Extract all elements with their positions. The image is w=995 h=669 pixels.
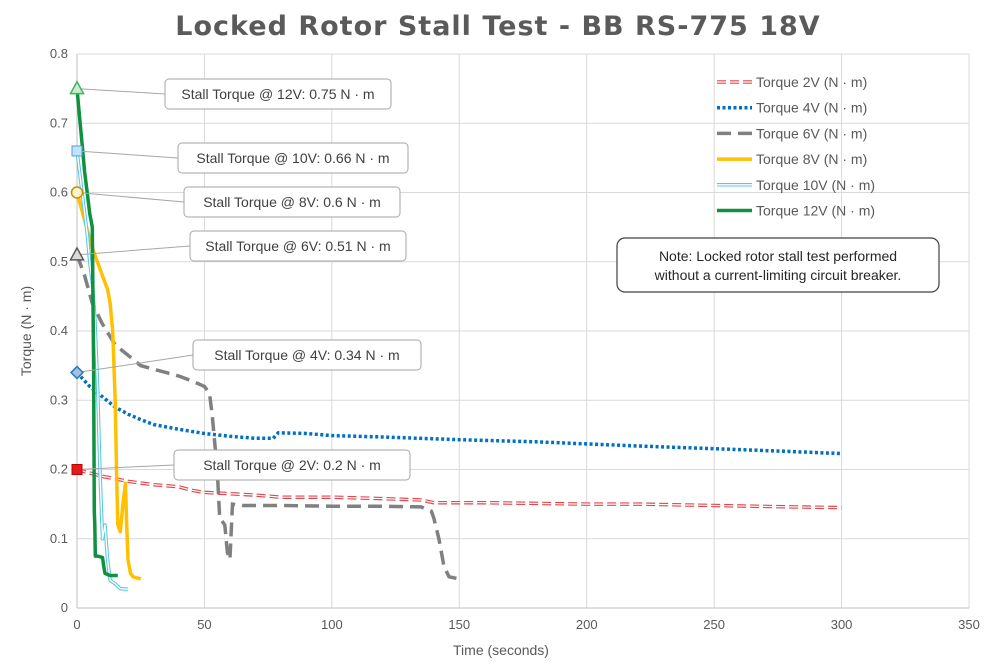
legend-item-10v: Torque 10V (N · m) bbox=[717, 177, 875, 193]
series-line-10v-inner bbox=[76, 150, 129, 590]
x-tick-label: 100 bbox=[321, 617, 343, 632]
series-12v bbox=[75, 88, 118, 578]
marker-12v bbox=[69, 80, 85, 95]
legend-label-12v: Torque 12V (N · m) bbox=[756, 203, 875, 219]
callout-label-12v: Stall Torque @ 12V: 0.75 N · m bbox=[181, 86, 374, 102]
callouts: Stall Torque @ 2V: 0.2 N · m Stall Torque… bbox=[164, 78, 422, 481]
x-tick-label: 250 bbox=[703, 617, 725, 632]
legend-item-2v: Torque 2V (N · m) bbox=[717, 74, 867, 90]
callout-box-4v bbox=[192, 339, 422, 371]
series-4v bbox=[75, 371, 842, 456]
callout-leader-10v bbox=[76, 150, 179, 159]
y-tick-label: 0.8 bbox=[50, 46, 68, 61]
callout-box-2v bbox=[173, 449, 411, 481]
x-tick-label: 350 bbox=[958, 617, 980, 632]
note-line: Note: Locked rotor stall test performed bbox=[659, 248, 897, 264]
legend-item-6v: Torque 6V (N · m) bbox=[717, 125, 867, 141]
callout-leader-4v bbox=[76, 354, 194, 374]
callout-2v: Stall Torque @ 2V: 0.2 N · m bbox=[173, 449, 411, 481]
callout-8v: Stall Torque @ 8V: 0.6 N · m bbox=[183, 186, 401, 218]
callout-label-4v: Stall Torque @ 4V: 0.34 N · m bbox=[214, 347, 399, 363]
y-tick-label: 0.1 bbox=[50, 531, 68, 546]
legend-label-6v: Torque 6V (N · m) bbox=[756, 125, 867, 141]
callout-label-6v: Stall Torque @ 6V: 0.51 N · m bbox=[205, 238, 390, 254]
legend-label-4v: Torque 4V (N · m) bbox=[756, 100, 867, 116]
legend-label-10v: Torque 10V (N · m) bbox=[756, 177, 875, 193]
x-tick-label: 200 bbox=[576, 617, 598, 632]
callout-6v: Stall Torque @ 6V: 0.51 N · m bbox=[189, 230, 407, 262]
callout-4v: Stall Torque @ 4V: 0.34 N · m bbox=[192, 339, 422, 371]
series-line-4v bbox=[75, 371, 842, 456]
y-tick-label: 0.5 bbox=[50, 254, 68, 269]
marker-6v bbox=[69, 246, 85, 261]
y-tick-label: 0 bbox=[61, 600, 68, 615]
y-axis-title: Torque (N · m) bbox=[18, 286, 34, 376]
series-line-2v-inner bbox=[76, 468, 842, 509]
marker-2v bbox=[71, 464, 83, 475]
legend-item-4v: Torque 4V (N · m) bbox=[717, 100, 867, 116]
callout-12v: Stall Torque @ 12V: 0.75 N · m bbox=[164, 78, 392, 110]
series-line-6v bbox=[75, 254, 460, 581]
callout-leader-12v bbox=[76, 88, 166, 95]
note-frame bbox=[616, 237, 940, 293]
callout-10v: Stall Torque @ 10V: 0.66 N · m bbox=[177, 142, 409, 174]
y-tick-label: 0.7 bbox=[50, 115, 68, 130]
callout-box-12v bbox=[164, 78, 392, 110]
note-box: Note: Locked rotor stall test performed w… bbox=[616, 237, 940, 293]
callout-leaders bbox=[76, 88, 194, 470]
legend: Torque 2V (N · m) Torque 4V (N · m) Torque… bbox=[717, 74, 875, 219]
stall-markers bbox=[69, 80, 85, 475]
y-tick-label: 0.4 bbox=[50, 323, 68, 338]
marker-10v bbox=[71, 145, 83, 157]
legend-item-8v: Torque 8V (N · m) bbox=[717, 151, 867, 167]
callout-label-2v: Stall Torque @ 2V: 0.2 N · m bbox=[203, 457, 381, 473]
callout-leader-2v bbox=[76, 464, 175, 470]
legend-label-8v: Torque 8V (N · m) bbox=[756, 151, 867, 167]
y-tick-label: 0.3 bbox=[50, 392, 68, 407]
callout-box-8v bbox=[183, 186, 401, 218]
callout-label-10v: Stall Torque @ 10V: 0.66 N · m bbox=[196, 150, 389, 166]
x-tick-label: 0 bbox=[73, 617, 80, 632]
series-8v bbox=[75, 192, 142, 581]
marker-4v bbox=[69, 365, 85, 380]
chart-title: Locked Rotor Stall Test - BB RS-775 18V bbox=[175, 11, 820, 42]
x-tick-label: 50 bbox=[197, 617, 211, 632]
series-layer bbox=[75, 88, 842, 592]
y-tick-label: 0.6 bbox=[50, 185, 68, 200]
callout-box-10v bbox=[177, 142, 409, 174]
legend-label-2v: Torque 2V (N · m) bbox=[756, 74, 867, 90]
x-axis-title: Time (seconds) bbox=[453, 642, 549, 658]
series-line-8v bbox=[75, 192, 142, 581]
x-tick-label: 150 bbox=[448, 617, 470, 632]
callout-label-8v: Stall Torque @ 8V: 0.6 N · m bbox=[203, 194, 381, 210]
callout-box-6v bbox=[189, 230, 407, 262]
note-line: without a current-limiting circuit break… bbox=[654, 267, 902, 283]
y-tick-label: 0.2 bbox=[50, 462, 68, 477]
callout-leader-6v bbox=[76, 245, 191, 256]
series-10v bbox=[75, 150, 129, 592]
x-tick-label: 300 bbox=[831, 617, 853, 632]
legend-item-12v: Torque 12V (N · m) bbox=[717, 203, 875, 219]
series-6v bbox=[75, 254, 460, 581]
series-2v bbox=[76, 467, 842, 510]
marker-8v bbox=[70, 186, 84, 199]
callout-leader-8v bbox=[76, 192, 185, 203]
series-line-12v bbox=[75, 88, 118, 578]
